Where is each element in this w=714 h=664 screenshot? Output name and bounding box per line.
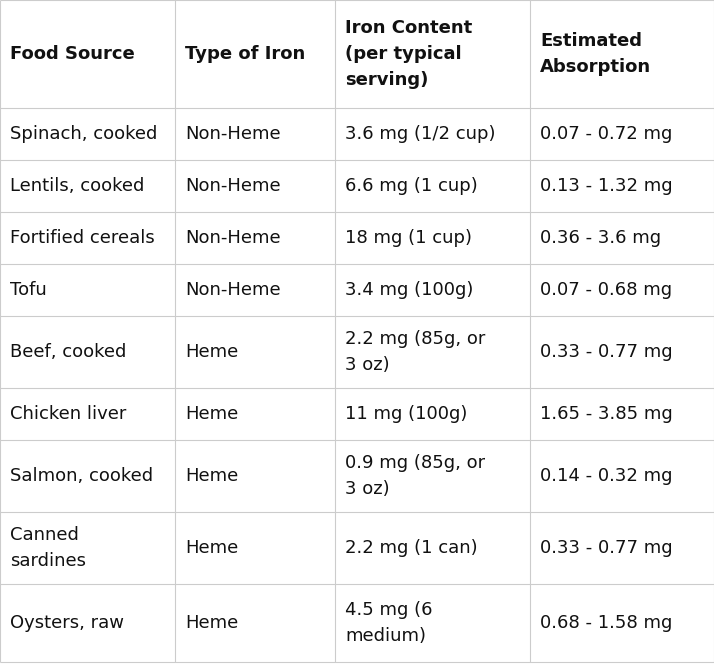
Text: Non-Heme: Non-Heme — [185, 229, 281, 247]
Text: Oysters, raw: Oysters, raw — [10, 614, 124, 632]
Text: 1.65 - 3.85 mg: 1.65 - 3.85 mg — [540, 405, 673, 423]
Text: 0.07 - 0.72 mg: 0.07 - 0.72 mg — [540, 125, 673, 143]
Text: 4.5 mg (6
medium): 4.5 mg (6 medium) — [345, 601, 433, 645]
Text: Heme: Heme — [185, 405, 238, 423]
Text: Salmon, cooked: Salmon, cooked — [10, 467, 153, 485]
Text: Tofu: Tofu — [10, 281, 46, 299]
Text: 0.33 - 0.77 mg: 0.33 - 0.77 mg — [540, 539, 673, 557]
Text: 0.13 - 1.32 mg: 0.13 - 1.32 mg — [540, 177, 673, 195]
Text: Fortified cereals: Fortified cereals — [10, 229, 155, 247]
Text: Heme: Heme — [185, 539, 238, 557]
Text: Heme: Heme — [185, 343, 238, 361]
Text: 0.68 - 1.58 mg: 0.68 - 1.58 mg — [540, 614, 673, 632]
Text: 0.9 mg (85g, or
3 oz): 0.9 mg (85g, or 3 oz) — [345, 454, 485, 498]
Text: 0.14 - 0.32 mg: 0.14 - 0.32 mg — [540, 467, 673, 485]
Text: Heme: Heme — [185, 467, 238, 485]
Text: Chicken liver: Chicken liver — [10, 405, 126, 423]
Text: Non-Heme: Non-Heme — [185, 281, 281, 299]
Text: 18 mg (1 cup): 18 mg (1 cup) — [345, 229, 472, 247]
Text: 0.36 - 3.6 mg: 0.36 - 3.6 mg — [540, 229, 661, 247]
Text: 2.2 mg (85g, or
3 oz): 2.2 mg (85g, or 3 oz) — [345, 330, 486, 374]
Text: Food Source: Food Source — [10, 45, 135, 63]
Text: 11 mg (100g): 11 mg (100g) — [345, 405, 468, 423]
Text: 2.2 mg (1 can): 2.2 mg (1 can) — [345, 539, 478, 557]
Text: 0.33 - 0.77 mg: 0.33 - 0.77 mg — [540, 343, 673, 361]
Text: Heme: Heme — [185, 614, 238, 632]
Text: Non-Heme: Non-Heme — [185, 125, 281, 143]
Text: Spinach, cooked: Spinach, cooked — [10, 125, 157, 143]
Text: Type of Iron: Type of Iron — [185, 45, 306, 63]
Text: 6.6 mg (1 cup): 6.6 mg (1 cup) — [345, 177, 478, 195]
Text: Beef, cooked: Beef, cooked — [10, 343, 126, 361]
Text: Iron Content
(per typical
serving): Iron Content (per typical serving) — [345, 19, 472, 90]
Text: Estimated
Absorption: Estimated Absorption — [540, 32, 651, 76]
Text: 3.6 mg (1/2 cup): 3.6 mg (1/2 cup) — [345, 125, 496, 143]
Text: Canned
sardines: Canned sardines — [10, 526, 86, 570]
Text: Non-Heme: Non-Heme — [185, 177, 281, 195]
Text: Lentils, cooked: Lentils, cooked — [10, 177, 144, 195]
Text: 0.07 - 0.68 mg: 0.07 - 0.68 mg — [540, 281, 672, 299]
Text: 3.4 mg (100g): 3.4 mg (100g) — [345, 281, 473, 299]
